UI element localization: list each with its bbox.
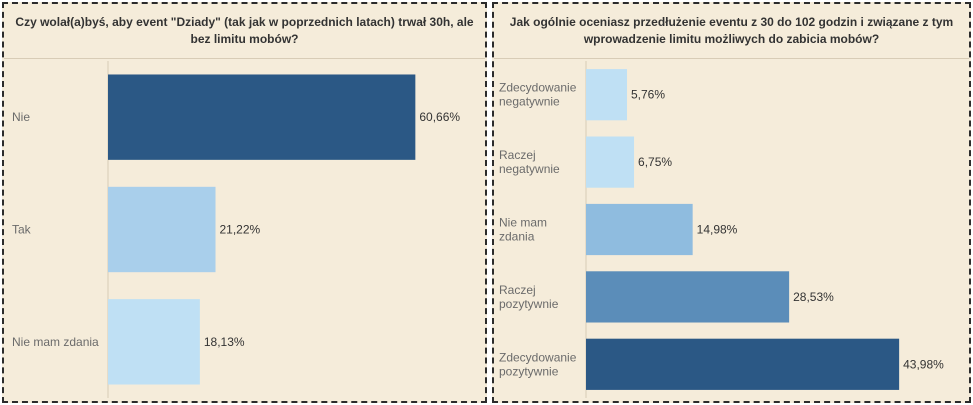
right-category-label-line: Zdecydowanie — [499, 81, 577, 95]
right-category-label-line: pozytywnie — [499, 364, 559, 378]
right-category-label-line: zdania — [499, 230, 535, 244]
left-bar-0 — [108, 74, 416, 160]
right-value-label-4: 43,98% — [903, 357, 944, 371]
right-value-label-1: 6,75% — [638, 155, 672, 169]
left-bar-chart: 60,66% Nie 21,22% Tak 18,13% Nie mam zdania — [12, 61, 460, 398]
right-category-label-2: Nie mam zdania — [499, 216, 547, 244]
right-chart-title: Jak ogólnie oceniasz przedłużenie eventu… — [509, 15, 954, 46]
right-category-label-line: negatywnie — [499, 162, 560, 176]
left-value-label-1: 21,22% — [220, 223, 261, 237]
right-category-label-line: Raczej — [499, 283, 536, 297]
right-bar-0 — [586, 69, 628, 121]
right-category-label-3: Raczej pozytywnie — [499, 283, 559, 311]
right-bar-4 — [586, 338, 900, 390]
left-value-label-2: 18,13% — [204, 335, 245, 349]
right-category-label-line: pozytywnie — [499, 297, 559, 311]
left-category-label-line: Tak — [12, 223, 32, 237]
right-category-label-4: Zdecydowanie pozytywnie — [499, 350, 577, 378]
right-title-divider — [494, 58, 969, 59]
left-title-divider — [4, 58, 485, 59]
left-bar-1 — [108, 186, 216, 273]
left-category-label-1: Tak — [12, 223, 32, 237]
right-value-label-0: 5,76% — [631, 88, 665, 102]
right-category-label-line: negatywnie — [499, 95, 560, 109]
right-bar-2 — [586, 203, 693, 256]
left-chart-title: Czy wolał(a)byś, aby event "Dziady" (tak… — [15, 15, 474, 46]
right-chart-panel: Jak ogólnie oceniasz przedłużenie eventu… — [492, 2, 971, 403]
left-value-label-0: 60,66% — [419, 110, 460, 124]
right-category-label-line: Zdecydowanie — [499, 350, 577, 364]
right-category-label-line: Raczej — [499, 148, 536, 162]
left-category-label-line: Nie — [12, 110, 30, 124]
left-category-label-0: Nie — [12, 110, 30, 124]
left-category-label-line: Nie mam zdania — [12, 335, 99, 349]
right-value-label-3: 28,53% — [793, 290, 834, 304]
right-category-label-1: Raczej negatywnie — [499, 148, 560, 176]
right-category-label-line: Nie mam — [499, 216, 547, 230]
left-bar-2 — [108, 299, 200, 385]
left-chart-panel: Czy wolał(a)byś, aby event "Dziady" (tak… — [2, 2, 487, 403]
right-bar-1 — [586, 136, 635, 188]
right-bar-3 — [586, 271, 790, 323]
right-value-label-2: 14,98% — [697, 223, 738, 237]
right-category-label-0: Zdecydowanie negatywnie — [499, 81, 577, 109]
left-category-label-2: Nie mam zdania — [12, 335, 99, 349]
